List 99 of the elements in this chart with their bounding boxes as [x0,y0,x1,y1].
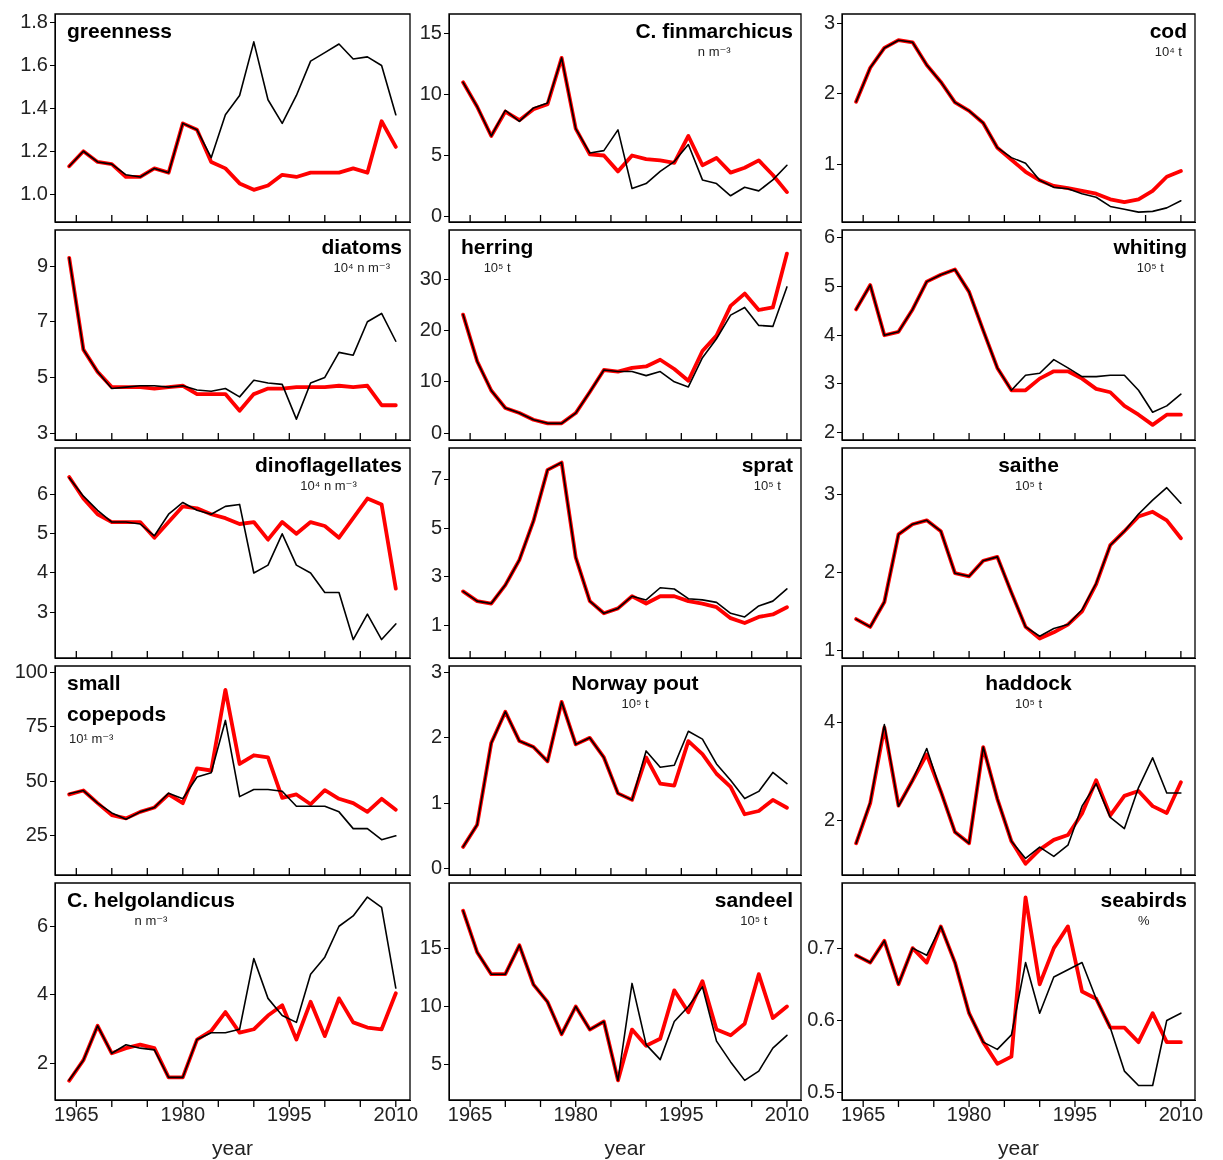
y-tick-label: 15 [419,21,442,44]
y-tick-label: 4 [823,322,835,345]
chart-title: sandeel [714,888,794,911]
y-tick-label: 2 [823,807,835,830]
text: % [1138,913,1151,928]
x-tick-label: 1965 [447,1102,493,1125]
y-tick-label: 5 [430,143,442,166]
text: 10⁴ n m⁻³ [333,260,391,275]
text: 10⁵ t [740,913,768,928]
chart-title: Norway pout [571,671,699,694]
text: n m⁻³ [134,913,169,928]
chart-title: dinoflagellates [254,453,402,476]
y-tick-label: 0.6 [807,1007,835,1030]
y-tick-label: 1.0 [20,181,48,204]
text: 10⁵ t [1136,260,1165,275]
y-tick-label: 3 [36,420,48,443]
chart-title: diatoms [321,235,402,258]
y-tick-label: 20 [419,318,442,341]
y-tick-label: 0 [430,855,442,878]
y-tick-label: 2 [430,725,442,748]
y-tick-label: 2 [823,420,835,443]
text: 10⁵ t [1014,478,1043,493]
y-tick-label: 0 [430,204,442,227]
y-tick-label: 1 [823,152,835,175]
chart-title: herring [461,235,534,258]
y-tick-label: 2 [823,81,835,104]
x-tick-label: 1965 [840,1102,886,1125]
text: 10⁵ t [753,478,782,493]
x-tick-label: 1980 [553,1102,598,1125]
chart-title: seabirds [1100,888,1188,911]
text: 10¹ m⁻³ [69,731,115,746]
chart-title: C. finmarchicus [635,19,794,42]
text: 10⁵ t [621,696,649,711]
text: n m⁻³ [697,44,732,59]
x-axis-title: year [604,1136,646,1160]
text: 10⁴ n m⁻³ [300,478,358,493]
y-tick-label: 1.4 [20,95,48,118]
y-tick-label: 5 [36,364,48,387]
y-tick-label: 5 [36,521,48,544]
y-tick-label: 30 [419,266,442,289]
y-tick-label: 6 [36,913,48,936]
y-tick-label: 1.6 [20,52,48,75]
chart-title: whiting [1112,235,1187,258]
y-tick-label: 3 [36,599,48,622]
y-tick-label: 2 [823,559,835,582]
y-tick-label: 1 [430,612,442,635]
chart-title: saithe [998,453,1059,476]
y-tick-label: 3 [823,10,835,33]
text: small copepods [67,671,167,725]
x-tick-label: 1995 [659,1102,704,1125]
y-tick-label: 5 [430,1051,442,1074]
chart-title: haddock [985,671,1072,694]
text: 10⁵ t [483,260,512,275]
y-tick-label: 7 [36,309,48,332]
y-tick-label: 10 [419,82,442,105]
y-tick-label: 3 [823,371,835,394]
text: 10⁴ t [1154,44,1183,59]
y-tick-label: 6 [823,225,835,248]
y-tick-label: 1 [823,637,835,660]
y-tick-label: 0.7 [807,935,835,958]
x-tick-label: 1980 [946,1102,992,1125]
text: 10⁵ t [1014,696,1043,711]
y-tick-label: 3 [430,564,442,587]
y-tick-label: 10 [419,994,442,1017]
y-tick-label: 6 [36,482,48,505]
y-tick-label: 100 [14,660,48,683]
y-tick-label: 3 [823,482,835,505]
y-tick-label: 7 [430,467,442,490]
x-tick-label: 1995 [267,1102,312,1125]
x-tick-label: 1995 [1052,1102,1098,1125]
y-tick-label: 9 [36,253,48,276]
x-tick-label: 2010 [764,1102,810,1125]
y-tick-label: 0 [430,420,442,443]
chart-title: C. helgolandicus [67,888,236,911]
y-tick-label: 1 [430,790,442,813]
y-tick-label: 25 [25,823,48,846]
chart-title: cod [1149,19,1188,42]
x-tick-label: 1980 [160,1102,206,1125]
y-tick-label: 2 [36,1051,48,1074]
y-tick-label: 3 [430,660,442,683]
y-tick-label: 1.2 [20,138,48,161]
y-tick-label: 5 [430,515,442,538]
y-tick-label: 4 [823,710,835,733]
y-tick-label: 0.5 [807,1080,835,1103]
y-tick-label: 4 [36,560,48,583]
x-axis-title: year [998,1136,1039,1160]
x-tick-label: 2010 [373,1102,419,1125]
chart-title: greenness [67,19,173,42]
y-tick-label: 1.8 [20,10,48,33]
x-tick-label: 1965 [54,1102,99,1125]
y-tick-label: 10 [419,369,442,392]
chart-title: sprat [741,453,794,476]
y-tick-label: 4 [36,982,48,1005]
y-tick-label: 50 [25,768,48,791]
y-tick-label: 75 [25,714,48,737]
x-tick-label: 2010 [1158,1102,1204,1125]
y-tick-label: 15 [419,936,442,959]
x-axis-title: year [212,1136,253,1160]
y-tick-label: 5 [823,274,835,297]
